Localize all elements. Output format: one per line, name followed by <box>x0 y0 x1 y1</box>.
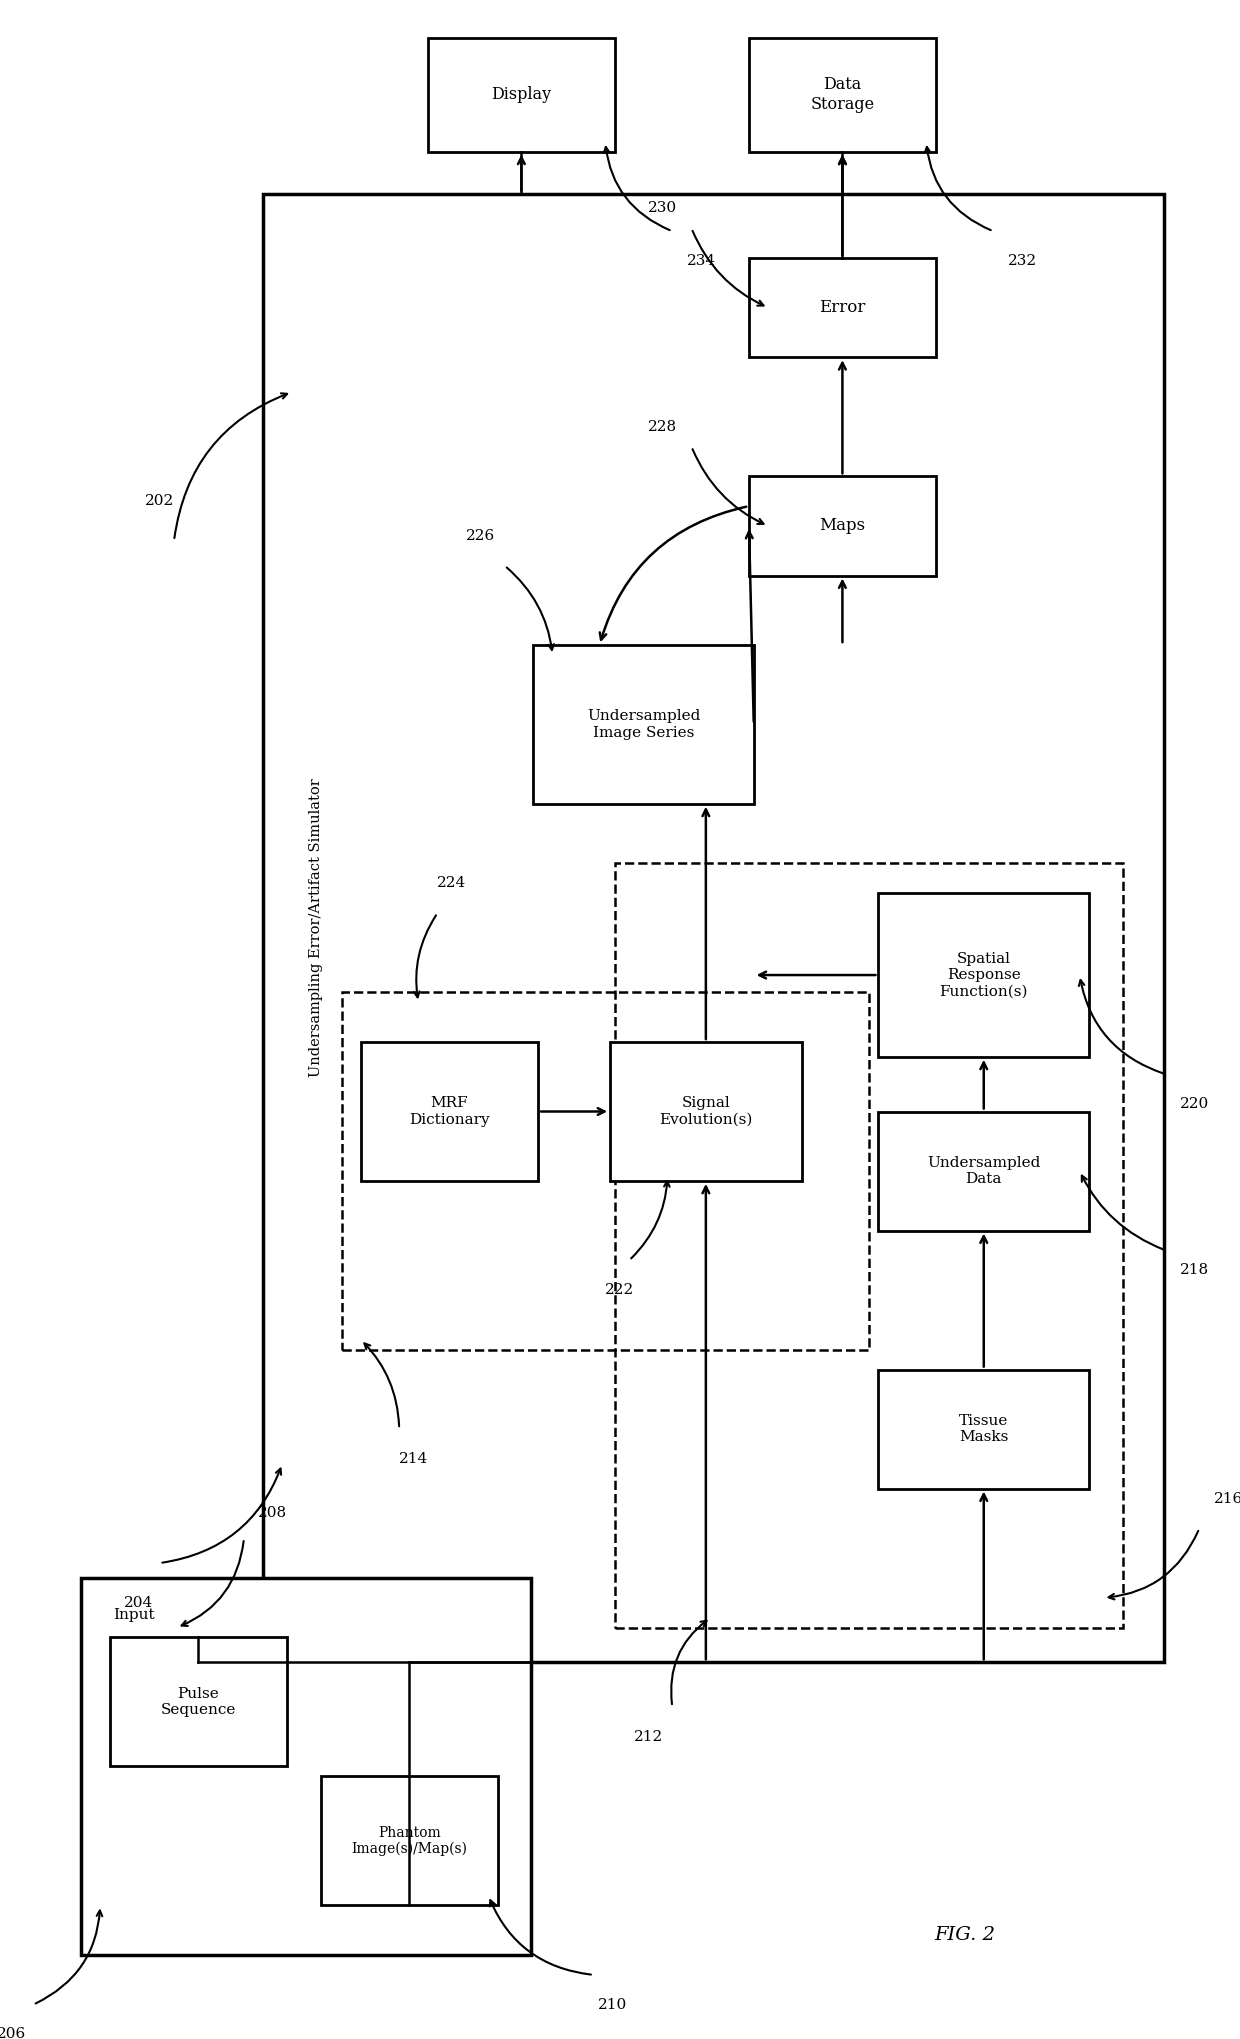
Text: 212: 212 <box>634 1729 663 1743</box>
Text: 218: 218 <box>1180 1264 1209 1276</box>
Text: Undersampling Error/Artifact Simulator: Undersampling Error/Artifact Simulator <box>309 779 322 1077</box>
Text: 204: 204 <box>124 1597 154 1609</box>
Bar <box>749 477 936 575</box>
Bar <box>321 1776 498 1904</box>
Text: FIG. 2: FIG. 2 <box>934 1927 994 1945</box>
Bar <box>749 37 936 151</box>
Text: Error: Error <box>820 300 866 316</box>
Text: 232: 232 <box>1008 255 1037 267</box>
Text: Undersampled
Data: Undersampled Data <box>928 1156 1040 1187</box>
Text: Signal
Evolution(s): Signal Evolution(s) <box>660 1097 753 1128</box>
Bar <box>342 993 869 1350</box>
Bar <box>615 862 1122 1627</box>
Bar <box>428 37 615 151</box>
Text: 230: 230 <box>649 202 677 216</box>
Text: 222: 222 <box>605 1283 634 1297</box>
Bar <box>878 1370 1089 1488</box>
Bar <box>263 194 1164 1662</box>
Bar <box>878 893 1089 1056</box>
Text: 226: 226 <box>466 528 495 542</box>
Text: Spatial
Response
Function(s): Spatial Response Function(s) <box>940 952 1028 999</box>
Text: Input: Input <box>113 1607 155 1621</box>
Text: Phantom
Image(s)/Map(s): Phantom Image(s)/Map(s) <box>351 1825 467 1855</box>
Text: 208: 208 <box>258 1507 288 1521</box>
Bar <box>361 1042 538 1181</box>
Bar <box>749 259 936 357</box>
Text: Undersampled
Image Series: Undersampled Image Series <box>587 710 701 740</box>
Text: 234: 234 <box>687 255 715 267</box>
Bar <box>110 1637 288 1766</box>
Text: Maps: Maps <box>820 518 866 534</box>
Bar <box>610 1042 802 1181</box>
Bar <box>533 644 754 803</box>
Text: 202: 202 <box>145 493 175 508</box>
Text: 228: 228 <box>649 420 677 434</box>
Text: 224: 224 <box>438 877 466 891</box>
Text: Display: Display <box>491 86 552 104</box>
Text: 216: 216 <box>1214 1493 1240 1505</box>
Bar <box>878 1111 1089 1232</box>
Text: MRF
Dictionary: MRF Dictionary <box>409 1097 490 1128</box>
Text: Data
Storage: Data Storage <box>811 77 874 112</box>
Text: Tissue
Masks: Tissue Masks <box>959 1413 1008 1444</box>
Text: 220: 220 <box>1180 1097 1209 1111</box>
Text: 206: 206 <box>0 2027 27 2039</box>
Text: 210: 210 <box>598 1998 627 2012</box>
Text: 214: 214 <box>399 1452 428 1466</box>
Bar <box>81 1578 532 1955</box>
Text: Pulse
Sequence: Pulse Sequence <box>161 1686 236 1717</box>
